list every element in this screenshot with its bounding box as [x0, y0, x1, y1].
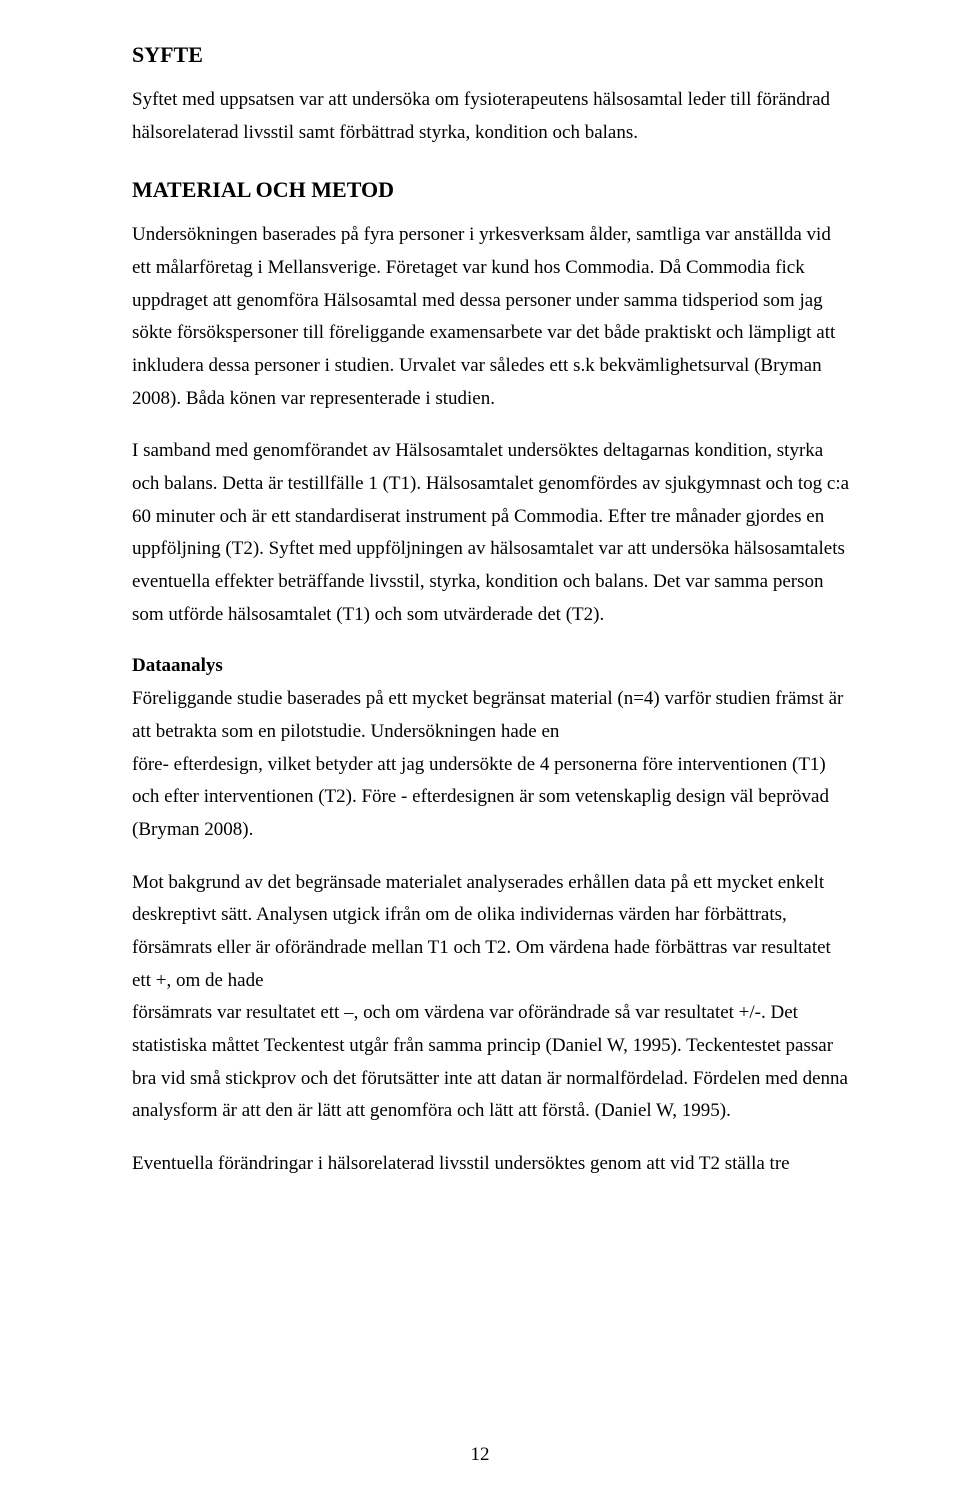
paragraph-method-2: I samband med genomförandet av Hälsosamt… — [132, 435, 850, 631]
page-number: 12 — [0, 1444, 960, 1466]
document-page: SYFTE Syftet med uppsatsen var att under… — [0, 0, 960, 1486]
paragraph-dataanalys-2: före- efterdesign, vilket betyder att ja… — [132, 749, 850, 847]
heading-syfte: SYFTE — [132, 42, 850, 68]
paragraph-dataanalys-1: Föreliggande studie baserades på ett myc… — [132, 683, 850, 748]
paragraph-method-1: Undersökningen baserades på fyra persone… — [132, 219, 850, 415]
paragraph-dataanalys-4: försämrats var resultatet ett –, och om … — [132, 997, 850, 1128]
heading-dataanalys: Dataanalys — [132, 655, 850, 677]
paragraph-dataanalys-5: Eventuella förändringar i hälsorelaterad… — [132, 1148, 850, 1181]
paragraph-dataanalys-3: Mot bakgrund av det begränsade materiale… — [132, 867, 850, 998]
heading-material-och-metod: MATERIAL OCH METOD — [132, 177, 850, 203]
paragraph-syfte-body: Syftet med uppsatsen var att undersöka o… — [132, 84, 850, 149]
